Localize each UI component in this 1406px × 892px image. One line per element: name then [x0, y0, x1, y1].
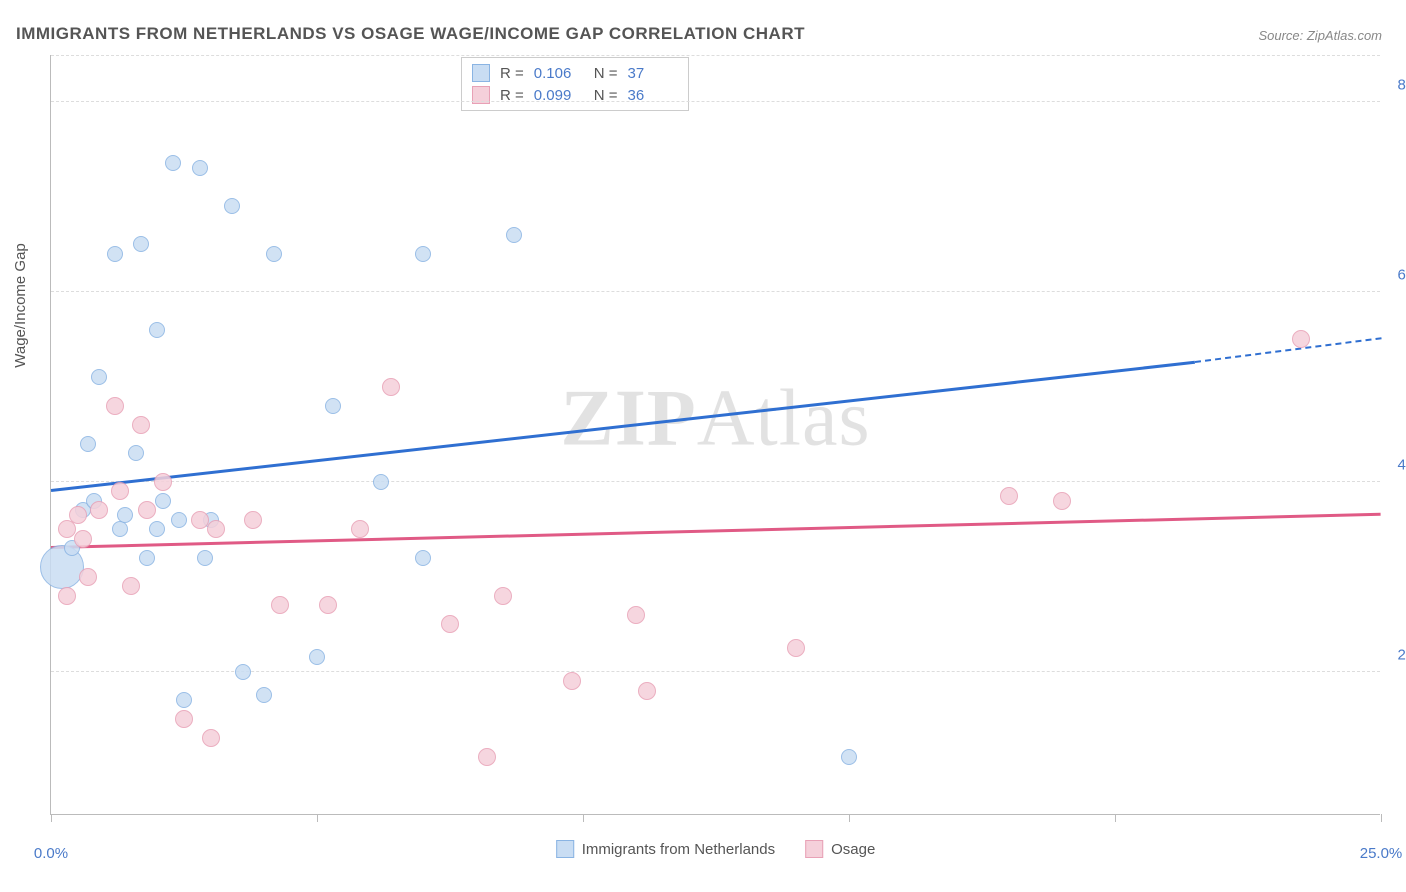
x-tick — [51, 814, 52, 822]
data-point — [139, 550, 155, 566]
legend-item-series2: Osage — [805, 840, 875, 858]
data-point — [1053, 492, 1071, 510]
y-tick-label: 40.0% — [1397, 456, 1406, 473]
data-point — [58, 587, 76, 605]
data-point — [373, 474, 389, 490]
data-point — [207, 520, 225, 538]
y-tick-label: 60.0% — [1397, 266, 1406, 283]
data-point — [117, 507, 133, 523]
data-point — [128, 445, 144, 461]
data-point — [325, 398, 341, 414]
data-point — [309, 649, 325, 665]
data-point — [133, 236, 149, 252]
data-point — [149, 322, 165, 338]
gridline — [51, 55, 1380, 56]
data-point — [132, 416, 150, 434]
gridline — [51, 481, 1380, 482]
data-point — [271, 596, 289, 614]
data-point — [154, 473, 172, 491]
data-point — [176, 692, 192, 708]
x-tick-label: 25.0% — [1360, 845, 1403, 862]
stats-row-series1: R = 0.106 N = 37 — [472, 62, 678, 84]
gridline — [51, 291, 1380, 292]
data-point — [478, 748, 496, 766]
data-point — [506, 227, 522, 243]
legend: Immigrants from Netherlands Osage — [556, 840, 876, 858]
x-tick — [1381, 814, 1382, 822]
gridline — [51, 101, 1380, 102]
data-point — [494, 587, 512, 605]
data-point — [224, 198, 240, 214]
stats-box: R = 0.106 N = 37 R = 0.099 N = 36 — [461, 57, 689, 111]
data-point — [202, 729, 220, 747]
swatch-series1 — [556, 840, 574, 858]
data-point — [627, 606, 645, 624]
data-point — [80, 436, 96, 452]
n-value-series1: 37 — [628, 65, 678, 82]
data-point — [155, 493, 171, 509]
chart-title: IMMIGRANTS FROM NETHERLANDS VS OSAGE WAG… — [16, 24, 805, 44]
data-point — [165, 155, 181, 171]
data-point — [107, 246, 123, 262]
data-point — [563, 672, 581, 690]
data-point — [1292, 330, 1310, 348]
x-tick — [1115, 814, 1116, 822]
data-point — [91, 369, 107, 385]
y-tick-label: 80.0% — [1397, 76, 1406, 93]
x-tick — [317, 814, 318, 822]
data-point — [266, 246, 282, 262]
trendline — [51, 360, 1195, 491]
x-tick — [583, 814, 584, 822]
x-tick — [849, 814, 850, 822]
data-point — [79, 568, 97, 586]
watermark: ZIPAtlas — [560, 374, 870, 465]
data-point — [111, 482, 129, 500]
data-point — [841, 749, 857, 765]
data-point — [638, 682, 656, 700]
data-point — [787, 639, 805, 657]
data-point — [138, 501, 156, 519]
data-point — [351, 520, 369, 538]
data-point — [244, 511, 262, 529]
trendline — [1195, 337, 1381, 363]
data-point — [149, 521, 165, 537]
n-label: N = — [594, 65, 618, 82]
data-point — [197, 550, 213, 566]
data-point — [235, 664, 251, 680]
source-label: Source: ZipAtlas.com — [1258, 28, 1382, 43]
stats-row-series2: R = 0.099 N = 36 — [472, 84, 678, 106]
data-point — [90, 501, 108, 519]
data-point — [192, 160, 208, 176]
chart-container: IMMIGRANTS FROM NETHERLANDS VS OSAGE WAG… — [0, 0, 1406, 892]
x-tick-label: 0.0% — [34, 845, 68, 862]
data-point — [106, 397, 124, 415]
r-value-series1: 0.106 — [534, 65, 584, 82]
data-point — [256, 687, 272, 703]
data-point — [122, 577, 140, 595]
data-point — [1000, 487, 1018, 505]
y-axis-label: Wage/Income Gap — [12, 243, 29, 368]
data-point — [74, 530, 92, 548]
data-point — [175, 710, 193, 728]
data-point — [171, 512, 187, 528]
plot-area: ZIPAtlas R = 0.106 N = 37 R = 0.099 N = … — [50, 55, 1380, 815]
legend-label-series2: Osage — [831, 841, 875, 858]
data-point — [415, 550, 431, 566]
y-tick-label: 20.0% — [1397, 646, 1406, 663]
data-point — [415, 246, 431, 262]
data-point — [382, 378, 400, 396]
swatch-series2 — [805, 840, 823, 858]
legend-label-series1: Immigrants from Netherlands — [582, 841, 775, 858]
data-point — [69, 506, 87, 524]
swatch-series1 — [472, 64, 490, 82]
r-label: R = — [500, 65, 524, 82]
data-point — [319, 596, 337, 614]
data-point — [441, 615, 459, 633]
legend-item-series1: Immigrants from Netherlands — [556, 840, 775, 858]
data-point — [112, 521, 128, 537]
